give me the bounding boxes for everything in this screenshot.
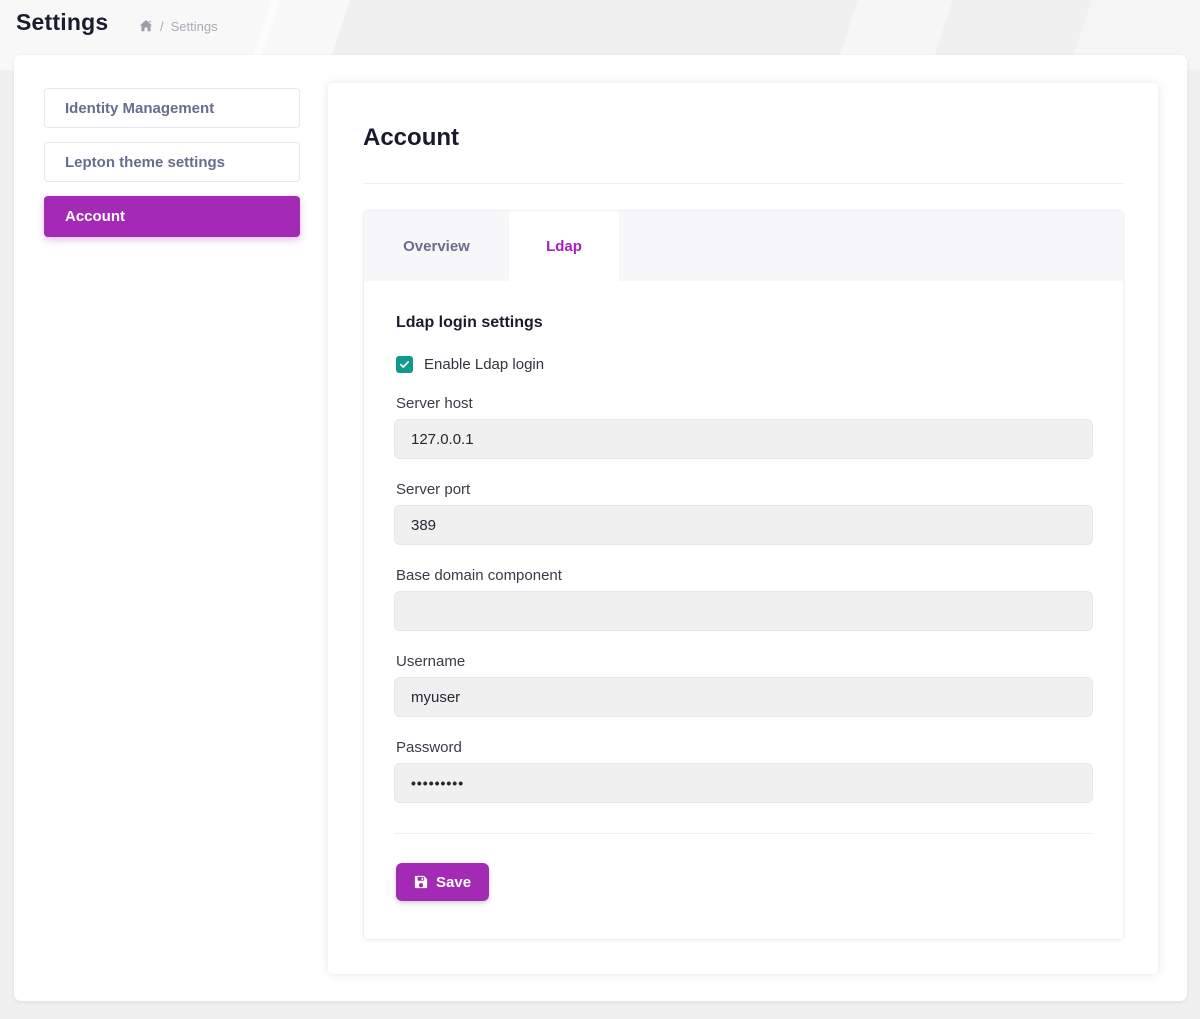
server-host-field-group: Server host [394,395,1093,459]
page-title: Settings [16,9,109,35]
divider [363,183,1124,184]
home-icon[interactable] [139,19,153,33]
server-host-input[interactable] [394,419,1093,459]
sidebar-item-account[interactable]: Account [44,196,300,237]
sidebar-item-label: Identity Management [65,99,215,117]
password-input[interactable] [394,763,1093,803]
field-label-password: Password [396,739,462,756]
settings-card: Identity Management Lepton theme setting… [14,55,1187,1001]
sidebar-item-lepton-theme-settings[interactable]: Lepton theme settings [44,142,300,182]
field-label-base-domain: Base domain component [396,567,562,584]
settings-nav: Identity Management Lepton theme setting… [44,88,300,251]
sidebar-item-label: Account [65,208,125,225]
username-input[interactable] [394,677,1093,717]
save-button[interactable]: Save [396,863,490,901]
check-icon [400,361,409,368]
breadcrumb-current: Settings [170,18,218,34]
sidebar-item-label: Lepton theme settings [65,153,226,171]
tab-overview[interactable]: Overview [364,211,509,281]
page-header: Settings / Settings [0,0,1200,70]
server-port-field-group: Server port [394,481,1093,545]
tab-bar: Overview Ldap [364,211,1123,281]
divider [394,833,1093,834]
enable-ldap-checkbox[interactable] [396,356,413,373]
field-label-server-host: Server host [396,395,473,412]
form-heading: Ldap login settings [396,314,543,331]
password-field-group: Password [394,739,1093,803]
tab-ldap[interactable]: Ldap [509,211,619,281]
ldap-tab-content: Ldap login settings Enable Ldap login Se… [364,281,1123,901]
base-domain-input[interactable] [394,591,1093,631]
panel-title: Account [363,124,459,151]
save-button-label: Save [436,873,472,891]
field-label-server-port: Server port [396,481,471,498]
breadcrumb-separator: / [160,18,164,34]
sidebar-item-identity-management[interactable]: Identity Management [44,88,300,128]
base-domain-field-group: Base domain component [394,567,1093,631]
tab-panel: Overview Ldap Ldap login settings Enable… [363,210,1124,940]
username-field-group: Username [394,653,1093,717]
field-label-username: Username [396,653,466,670]
enable-ldap-row: Enable Ldap login [396,356,1093,373]
checkbox-label[interactable]: Enable Ldap login [424,356,545,373]
save-icon [414,875,428,889]
breadcrumb: / Settings [139,16,218,36]
server-port-input[interactable] [394,505,1093,545]
account-panel: Account Overview Ldap Ldap login setting… [328,83,1158,974]
